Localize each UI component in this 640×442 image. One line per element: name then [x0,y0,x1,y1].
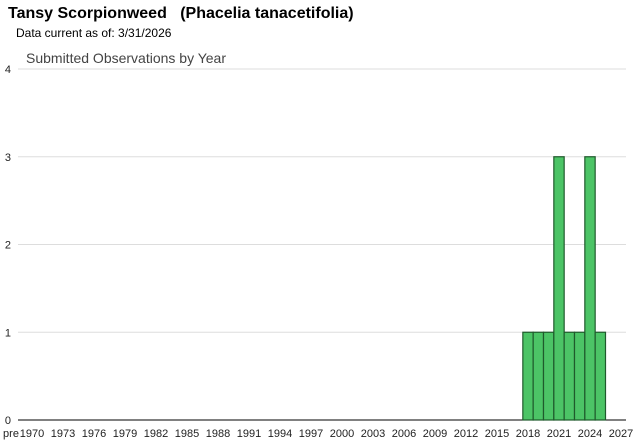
x-tick-label: 2012 [454,428,478,440]
x-tick-label: 1979 [113,428,137,440]
x-tick-label: 1970 [20,428,44,440]
y-tick-label: 4 [5,64,11,76]
x-tick-label: 1997 [299,428,323,440]
x-tick-label: 2006 [392,428,416,440]
chart-title: Submitted Observations by Year [26,50,226,66]
data-date-subtitle: Data current as of: 3/31/2026 [16,26,172,40]
bar-2024 [584,156,596,421]
x-tick-label: 1985 [175,428,199,440]
page-title: Tansy Scorpionweed (Phacelia tanacetifol… [8,5,354,22]
bar-2020 [542,331,555,421]
y-tick-label: 3 [5,152,11,164]
x-tick-label: 1982 [144,428,168,440]
x-tick-label: 2000 [330,428,354,440]
bar-2022 [563,331,576,421]
x-tick-label: 2021 [547,428,571,440]
x-tick-label: 1976 [82,428,106,440]
x-tick-label: 1973 [51,428,75,440]
x-tick-label: pre [3,428,19,440]
bar-2025 [594,331,607,421]
x-tick-label: 2015 [485,428,509,440]
x-axis-ticks: pre 1970 1973 1976 1979 1982 1985 1988 1991 1994 1… [3,428,633,440]
y-tick-label: 1 [5,327,11,339]
x-tick-label: 1991 [237,428,261,440]
y-axis-ticks: 0 1 2 3 4 [5,64,11,427]
x-tick-label: 2018 [516,428,540,440]
x-tick-label: 2027 [609,428,633,440]
x-tick-label: 2009 [423,428,447,440]
bars [522,156,607,421]
bar-2023 [573,331,586,421]
x-tick-label: 1994 [268,428,292,440]
x-tick-label: 2003 [361,428,385,440]
bar-2018 [522,331,534,421]
bar-2021 [553,156,565,421]
bar-2019 [532,331,545,421]
x-tick-label: 2024 [578,428,602,440]
y-tick-label: 2 [5,240,11,252]
y-tick-label: 0 [5,415,11,427]
x-tick-label: 1988 [206,428,230,440]
